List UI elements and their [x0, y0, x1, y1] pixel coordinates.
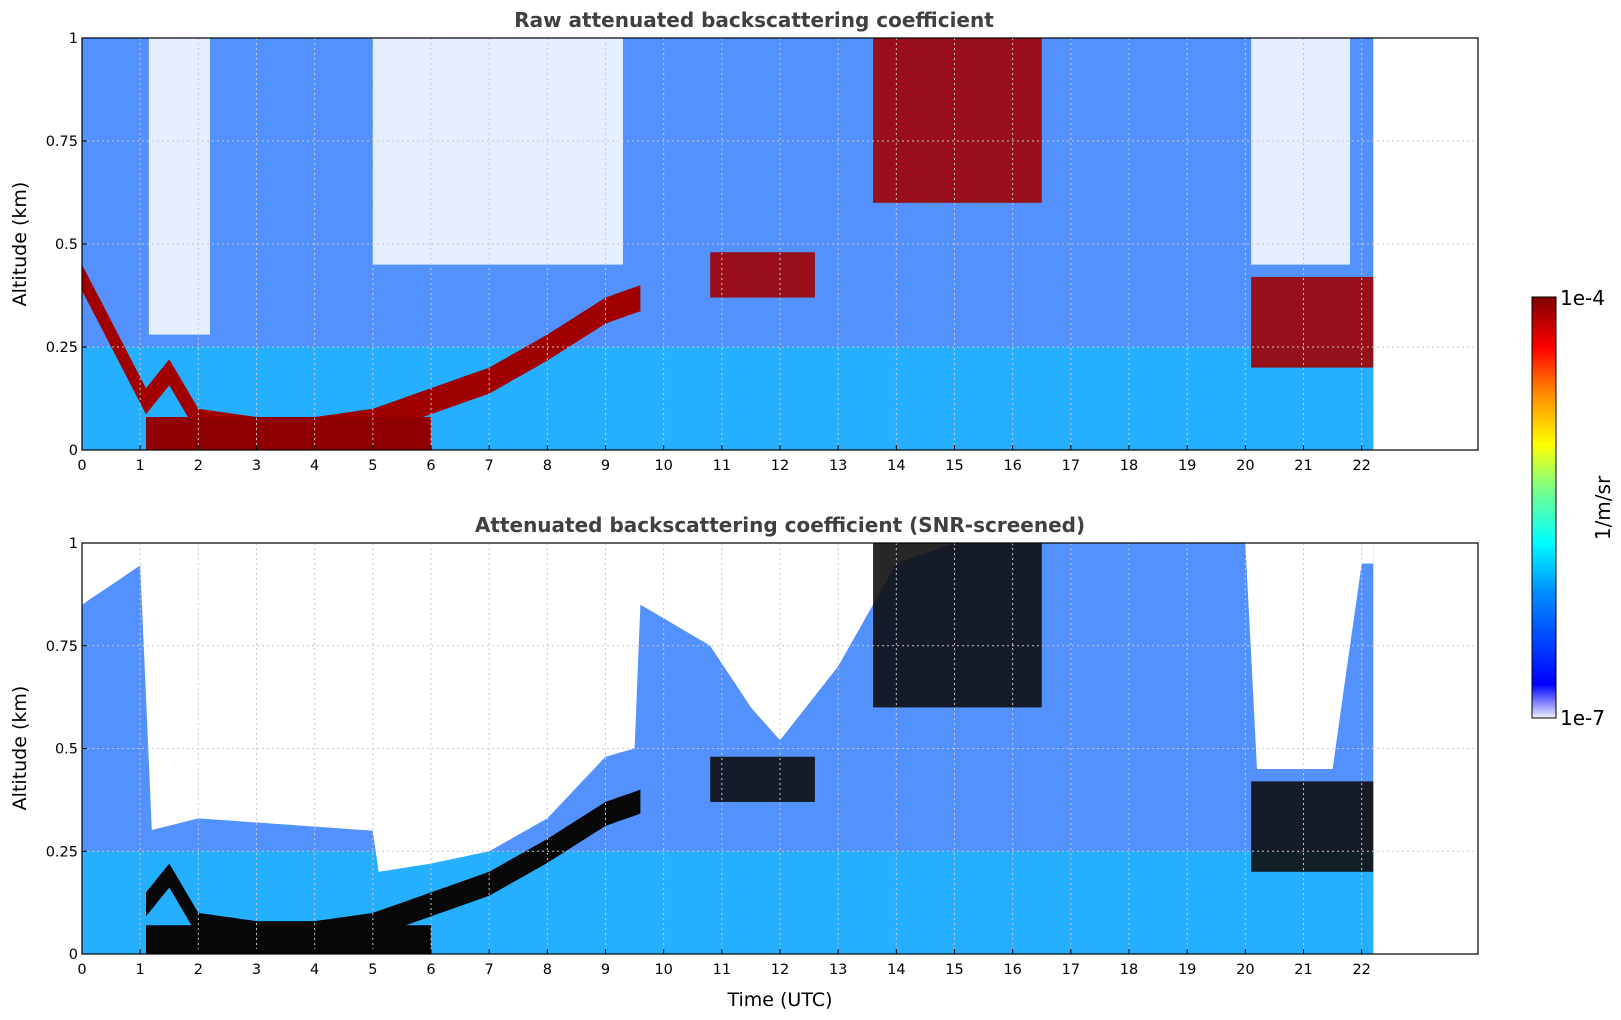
- x-tick-label: 0: [77, 962, 86, 978]
- x-tick-label: 0: [77, 458, 86, 474]
- y-tick-label: 1: [69, 31, 78, 47]
- x-tick-label: 6: [426, 962, 435, 978]
- x-tick-label: 17: [1062, 962, 1080, 978]
- x-tick-label: 1: [136, 962, 145, 978]
- y-tick-label: 1: [69, 536, 78, 552]
- cloud-feature: [873, 38, 1042, 203]
- panel-title: Attenuated backscattering coefficient (S…: [475, 513, 1085, 537]
- grid-lines: [81, 37, 1478, 451]
- x-tick-label: 18: [1120, 458, 1138, 474]
- y-tick-label: 0.75: [46, 639, 78, 655]
- x-tick-label: 4: [310, 458, 319, 474]
- surface-aerosol: [145, 417, 431, 450]
- x-tick-label: 3: [252, 962, 261, 978]
- raw-backscatter-panel: Raw attenuated backscattering coefficien…: [9, 8, 1479, 474]
- y-tick-label: 0.25: [46, 340, 78, 356]
- x-tick-label: 15: [945, 962, 963, 978]
- x-tick-label: 16: [1003, 458, 1021, 474]
- x-tick-label: 13: [829, 962, 847, 978]
- x-tick-label: 1: [136, 458, 145, 474]
- clear-sky-region: [372, 38, 623, 265]
- clear-sky-region: [148, 38, 210, 335]
- x-tick-label: 17: [1062, 458, 1080, 474]
- x-tick-label: 14: [887, 458, 905, 474]
- y-tick-label: 0: [69, 947, 78, 963]
- y-axis-label: Altitude (km): [9, 686, 31, 811]
- colorbar: 1e-4 1e-7 1/m/sr: [1531, 286, 1615, 730]
- x-tick-label: 12: [771, 962, 789, 978]
- x-tick-label: 5: [368, 458, 377, 474]
- x-tick-label: 20: [1236, 962, 1254, 978]
- y-tick-labels: 0 0.25 0.5 0.75 1: [46, 536, 87, 963]
- x-tick-label: 7: [485, 458, 494, 474]
- x-tick-label: 8: [543, 962, 552, 978]
- x-tick-label: 10: [654, 458, 672, 474]
- cloud-feature: [1251, 781, 1374, 872]
- screened-region: [82, 543, 1374, 872]
- x-tick-label: 16: [1003, 962, 1021, 978]
- x-tick-label: 22: [1352, 962, 1370, 978]
- x-tick-label: 7: [485, 962, 494, 978]
- x-tick-label: 9: [601, 962, 610, 978]
- cloud-feature: [873, 543, 1042, 708]
- x-tick-label: 2: [194, 962, 203, 978]
- y-tick-label: 0.25: [46, 844, 78, 860]
- clear-sky-region: [1251, 38, 1351, 265]
- colorbar-min-label: 1e-7: [1560, 706, 1605, 730]
- x-tick-label: 8: [543, 458, 552, 474]
- colorbar-unit-label: 1/m/sr: [1591, 475, 1615, 540]
- x-tick-labels: 0 1 2 3 4 5 6 7 8 9 10 11 12 13 14 15 16 17 18 19 20 21 22: [77, 949, 1371, 978]
- snr-screened-panel: Attenuated backscattering coefficient (S…: [9, 513, 1479, 1011]
- x-tick-label: 11: [713, 458, 731, 474]
- x-tick-label: 22: [1352, 458, 1370, 474]
- x-axis-label: Time (UTC): [726, 989, 832, 1011]
- y-tick-label: 0.5: [55, 237, 78, 253]
- x-tick-label: 9: [601, 458, 610, 474]
- x-tick-label: 10: [654, 962, 672, 978]
- x-tick-label: 19: [1178, 458, 1196, 474]
- x-tick-label: 2: [194, 458, 203, 474]
- colorbar-gradient: [1531, 296, 1557, 719]
- y-axis-label: Altitude (km): [9, 182, 31, 307]
- surface-aerosol: [145, 925, 431, 954]
- x-tick-label: 6: [426, 458, 435, 474]
- x-tick-label: 21: [1294, 962, 1312, 978]
- y-tick-label: 0: [69, 443, 78, 459]
- x-tick-label: 14: [887, 962, 905, 978]
- cloud-feature: [1251, 276, 1374, 368]
- x-tick-label: 3: [252, 458, 261, 474]
- y-tick-label: 0.5: [55, 742, 78, 758]
- x-tick-label: 11: [713, 962, 731, 978]
- x-tick-label: 13: [829, 458, 847, 474]
- boundary-layer-band: [82, 264, 641, 443]
- cloud-feature: [710, 756, 815, 802]
- panel-title: Raw attenuated backscattering coefficien…: [514, 8, 994, 32]
- x-tick-label: 21: [1294, 458, 1312, 474]
- x-tick-label: 4: [310, 962, 319, 978]
- x-tick-label: 19: [1178, 962, 1196, 978]
- colorbar-max-label: 1e-4: [1560, 286, 1605, 310]
- y-tick-label: 0.75: [46, 134, 78, 150]
- cloud-feature: [710, 252, 815, 298]
- x-tick-label: 20: [1236, 458, 1254, 474]
- y-tick-labels: 0 0.25 0.5 0.75 1: [46, 31, 87, 459]
- x-tick-label: 15: [945, 458, 963, 474]
- x-tick-label: 18: [1120, 962, 1138, 978]
- x-tick-labels: 0 1 2 3 4 5 6 7 8 9 10 11 12 13 14 15 16 17 18 19 20 21 22: [77, 445, 1371, 474]
- x-tick-label: 5: [368, 962, 377, 978]
- x-tick-label: 12: [771, 458, 789, 474]
